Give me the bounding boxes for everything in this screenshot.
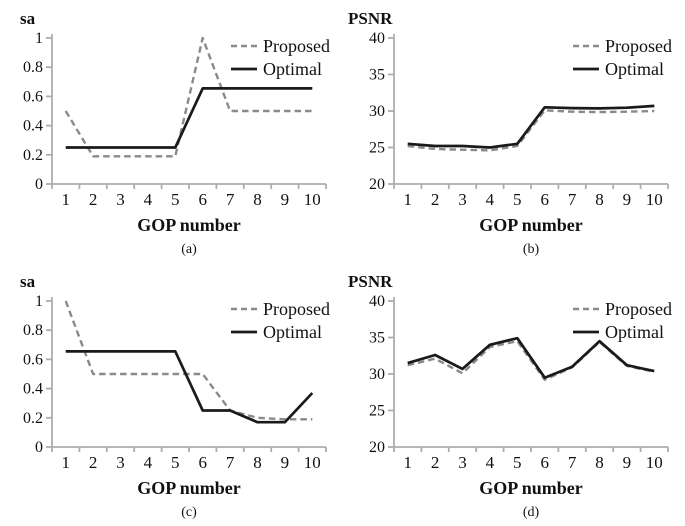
chart-b-canvas: 20 25 30 35 40 1 2 3 4 5 6 7 8 9 10 Proposed Optimal PSNR… — [348, 9, 672, 235]
legend-optimal-label: Optimal — [605, 322, 664, 342]
y-tick-label: 0 — [35, 439, 43, 456]
x-tick-label: 8 — [253, 190, 262, 209]
series-optimal-line — [65, 87, 313, 149]
legend-optimal-label: Optimal — [263, 322, 322, 342]
x-tick-label: 4 — [486, 453, 495, 472]
x-axis-label: GOP number — [137, 215, 241, 235]
y-tick-label: 0.2 — [23, 410, 43, 427]
x-tick-label: 6 — [198, 453, 207, 472]
x-tick-label: 9 — [623, 190, 632, 209]
y-tick-label: 35 — [369, 330, 385, 347]
chart-title: sa — [20, 272, 36, 291]
x-tick-label: 2 — [89, 190, 98, 209]
x-tick-label: 5 — [513, 190, 522, 209]
y-tick-label: 25 — [369, 403, 385, 420]
x-tick-label: 2 — [431, 190, 440, 209]
chart-d: 20 25 30 35 40 1 2 3 4 5 6 7 8 9 10 Proposed Optimal PSNR… — [342, 263, 685, 526]
y-tick-label: 35 — [369, 67, 385, 84]
chart-a: 0 0.2 0.4 0.6 0.8 1 1 2 3 4 5 6 7 8 9 10 Proposed Optimal… — [0, 0, 342, 263]
y-tick-label: 0 — [35, 176, 43, 193]
x-tick-label: 4 — [144, 190, 153, 209]
chart-caption: (d) — [522, 505, 540, 520]
x-tick-label: 7 — [568, 190, 577, 209]
chart-d-canvas: 20 25 30 35 40 1 2 3 4 5 6 7 8 9 10 Proposed Optimal PSNR… — [348, 272, 672, 498]
series-proposed-line — [64, 36, 313, 158]
x-tick-label: 4 — [486, 190, 495, 209]
y-tick-label: 40 — [369, 293, 385, 310]
x-tick-label: 1 — [61, 190, 70, 209]
x-axis-label: GOP number — [479, 478, 583, 498]
x-axis-label: GOP number — [479, 215, 583, 235]
x-tick-label: 9 — [281, 453, 290, 472]
legend-optimal-label: Optimal — [263, 59, 322, 79]
x-tick-label: 3 — [116, 453, 125, 472]
x-tick-label: 6 — [198, 190, 207, 209]
x-tick-label: 3 — [458, 453, 467, 472]
x-tick-label: 9 — [623, 453, 632, 472]
series-optimal-line — [407, 336, 655, 380]
series-optimal-line — [407, 104, 655, 149]
series-proposed-line — [407, 109, 655, 152]
chart-c-canvas: 00.20.40.60.811 2 3 4 5 6 7 8 9 10ProposedOptimal… — [20, 272, 330, 498]
chart-b: 20 25 30 35 40 1 2 3 4 5 6 7 8 9 10 Proposed Optimal PSNR… — [342, 0, 685, 263]
x-tick-label: 10 — [304, 190, 321, 209]
chart-c: 0 0.2 0.4 0.6 0.8 1 1 2 3 4 5 6 7 8 9 10 Proposed Optimal… — [0, 263, 342, 526]
y-tick-label: 20 — [369, 176, 385, 193]
x-tick-label: 2 — [89, 453, 98, 472]
y-tick-label: 0.6 — [23, 351, 43, 368]
x-tick-label: 1 — [403, 453, 412, 472]
x-axis-label: GOP number — [137, 478, 241, 498]
y-tick-label: 0.8 — [23, 59, 43, 76]
legend-optimal-label: Optimal — [605, 59, 664, 79]
chart-title: PSNR — [348, 272, 393, 291]
x-tick-label: 10 — [304, 453, 321, 472]
x-tick-label: 2 — [431, 453, 440, 472]
x-tick-label: 6 — [540, 453, 549, 472]
series-optimal-line — [65, 350, 314, 424]
x-tick-label: 10 — [646, 190, 663, 209]
x-tick-label: 5 — [513, 453, 522, 472]
y-tick-label: 0.2 — [23, 147, 43, 164]
y-tick-label: 30 — [369, 366, 385, 383]
chart-caption: (a) — [181, 242, 197, 257]
x-tick-label: 7 — [226, 453, 235, 472]
x-tick-label: 7 — [568, 453, 577, 472]
legend-proposed-label: Proposed — [263, 36, 330, 56]
x-tick-label: 5 — [171, 190, 180, 209]
x-tick-label: 3 — [458, 190, 467, 209]
legend-proposed-label: Proposed — [263, 299, 330, 319]
y-tick-label: 0.4 — [23, 381, 43, 398]
chart-title: PSNR — [348, 9, 393, 28]
x-tick-label: 8 — [253, 453, 262, 472]
chart-title: sa — [20, 9, 36, 28]
legend-proposed-label: Proposed — [605, 36, 672, 56]
y-tick-label: 0.4 — [23, 118, 43, 135]
series-proposed-line — [64, 300, 313, 421]
x-tick-label: 4 — [144, 453, 153, 472]
y-tick-label: 30 — [369, 103, 385, 120]
y-tick-label: 1 — [35, 293, 43, 310]
chart-a-canvas: 00.20.40.60.811 2 3 4 5 6 7 8 9 10ProposedOptimal… — [20, 9, 330, 235]
y-tick-label: 20 — [369, 439, 385, 456]
x-tick-label: 3 — [116, 190, 125, 209]
y-tick-label: 0.8 — [23, 322, 43, 339]
chart-caption: (c) — [181, 505, 197, 520]
x-tick-label: 6 — [540, 190, 549, 209]
x-tick-label: 8 — [595, 190, 604, 209]
x-tick-label: 7 — [226, 190, 235, 209]
chart-caption: (b) — [522, 242, 540, 257]
y-tick-label: 25 — [369, 140, 385, 157]
x-tick-label: 8 — [595, 453, 604, 472]
legend-proposed-label: Proposed — [605, 299, 672, 319]
x-tick-label: 10 — [646, 453, 663, 472]
y-tick-label: 0.6 — [23, 88, 43, 105]
y-tick-label: 40 — [369, 30, 385, 47]
x-tick-label: 1 — [61, 453, 70, 472]
x-tick-label: 5 — [171, 453, 180, 472]
x-tick-label: 9 — [281, 190, 290, 209]
y-tick-label: 1 — [35, 30, 43, 47]
x-tick-label: 1 — [403, 190, 412, 209]
